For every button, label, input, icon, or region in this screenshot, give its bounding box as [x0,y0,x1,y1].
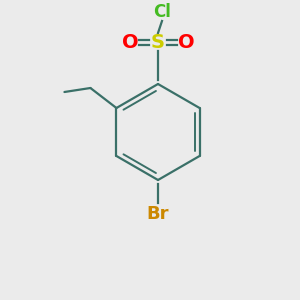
Text: S: S [151,32,165,52]
Text: O: O [178,32,194,52]
Text: Br: Br [147,205,169,223]
Text: O: O [122,32,138,52]
Text: Cl: Cl [153,3,171,21]
